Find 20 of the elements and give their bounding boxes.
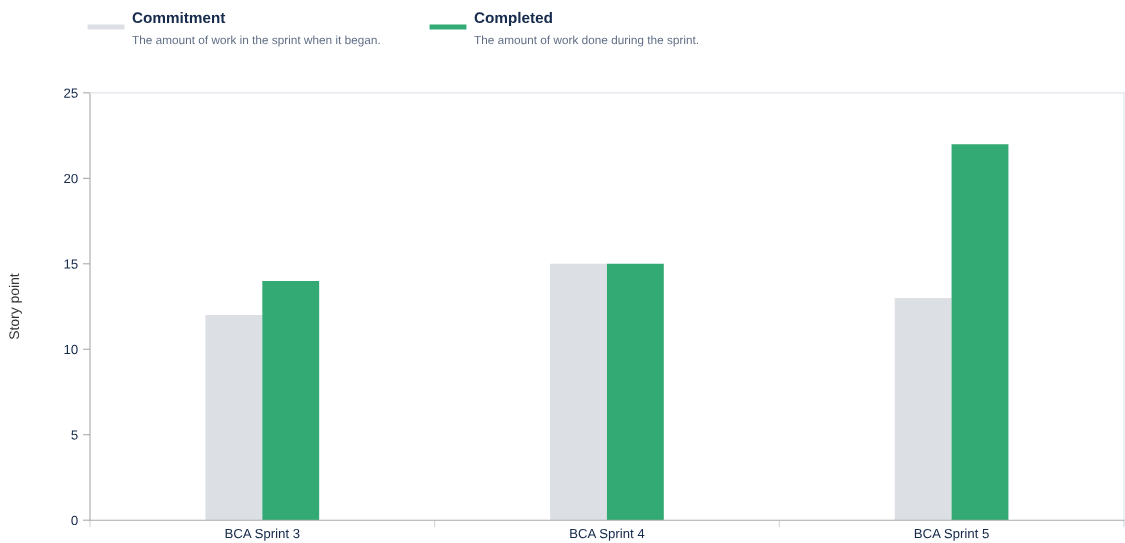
bar [894,297,952,521]
bar [550,263,607,521]
y-tick-label: 15 [64,259,78,269]
y-axis-title: Story point [8,273,22,340]
text: The amount of work in the sprint when it began. [132,35,380,47]
y-tick-label: 10 [64,344,78,355]
x-tick-label: BCA Sprint 3 [225,528,300,541]
bar [205,315,263,521]
x-tick-label: BCA Sprint 5 [914,528,989,541]
bar [606,263,664,521]
text: The amount of work done during the sprint. [474,35,699,47]
legend-label: Completed [474,11,552,27]
y-tick-label: 25 [64,88,78,98]
y-tick-label: 5 [71,430,78,440]
legend-label: Commitment [132,11,226,24]
bar [262,280,320,521]
bar [951,144,1009,521]
y-tick-label: 0 [71,515,78,526]
x-tick-label: BCA Sprint 4 [570,528,645,541]
y-tick-label: 20 [64,173,78,184]
